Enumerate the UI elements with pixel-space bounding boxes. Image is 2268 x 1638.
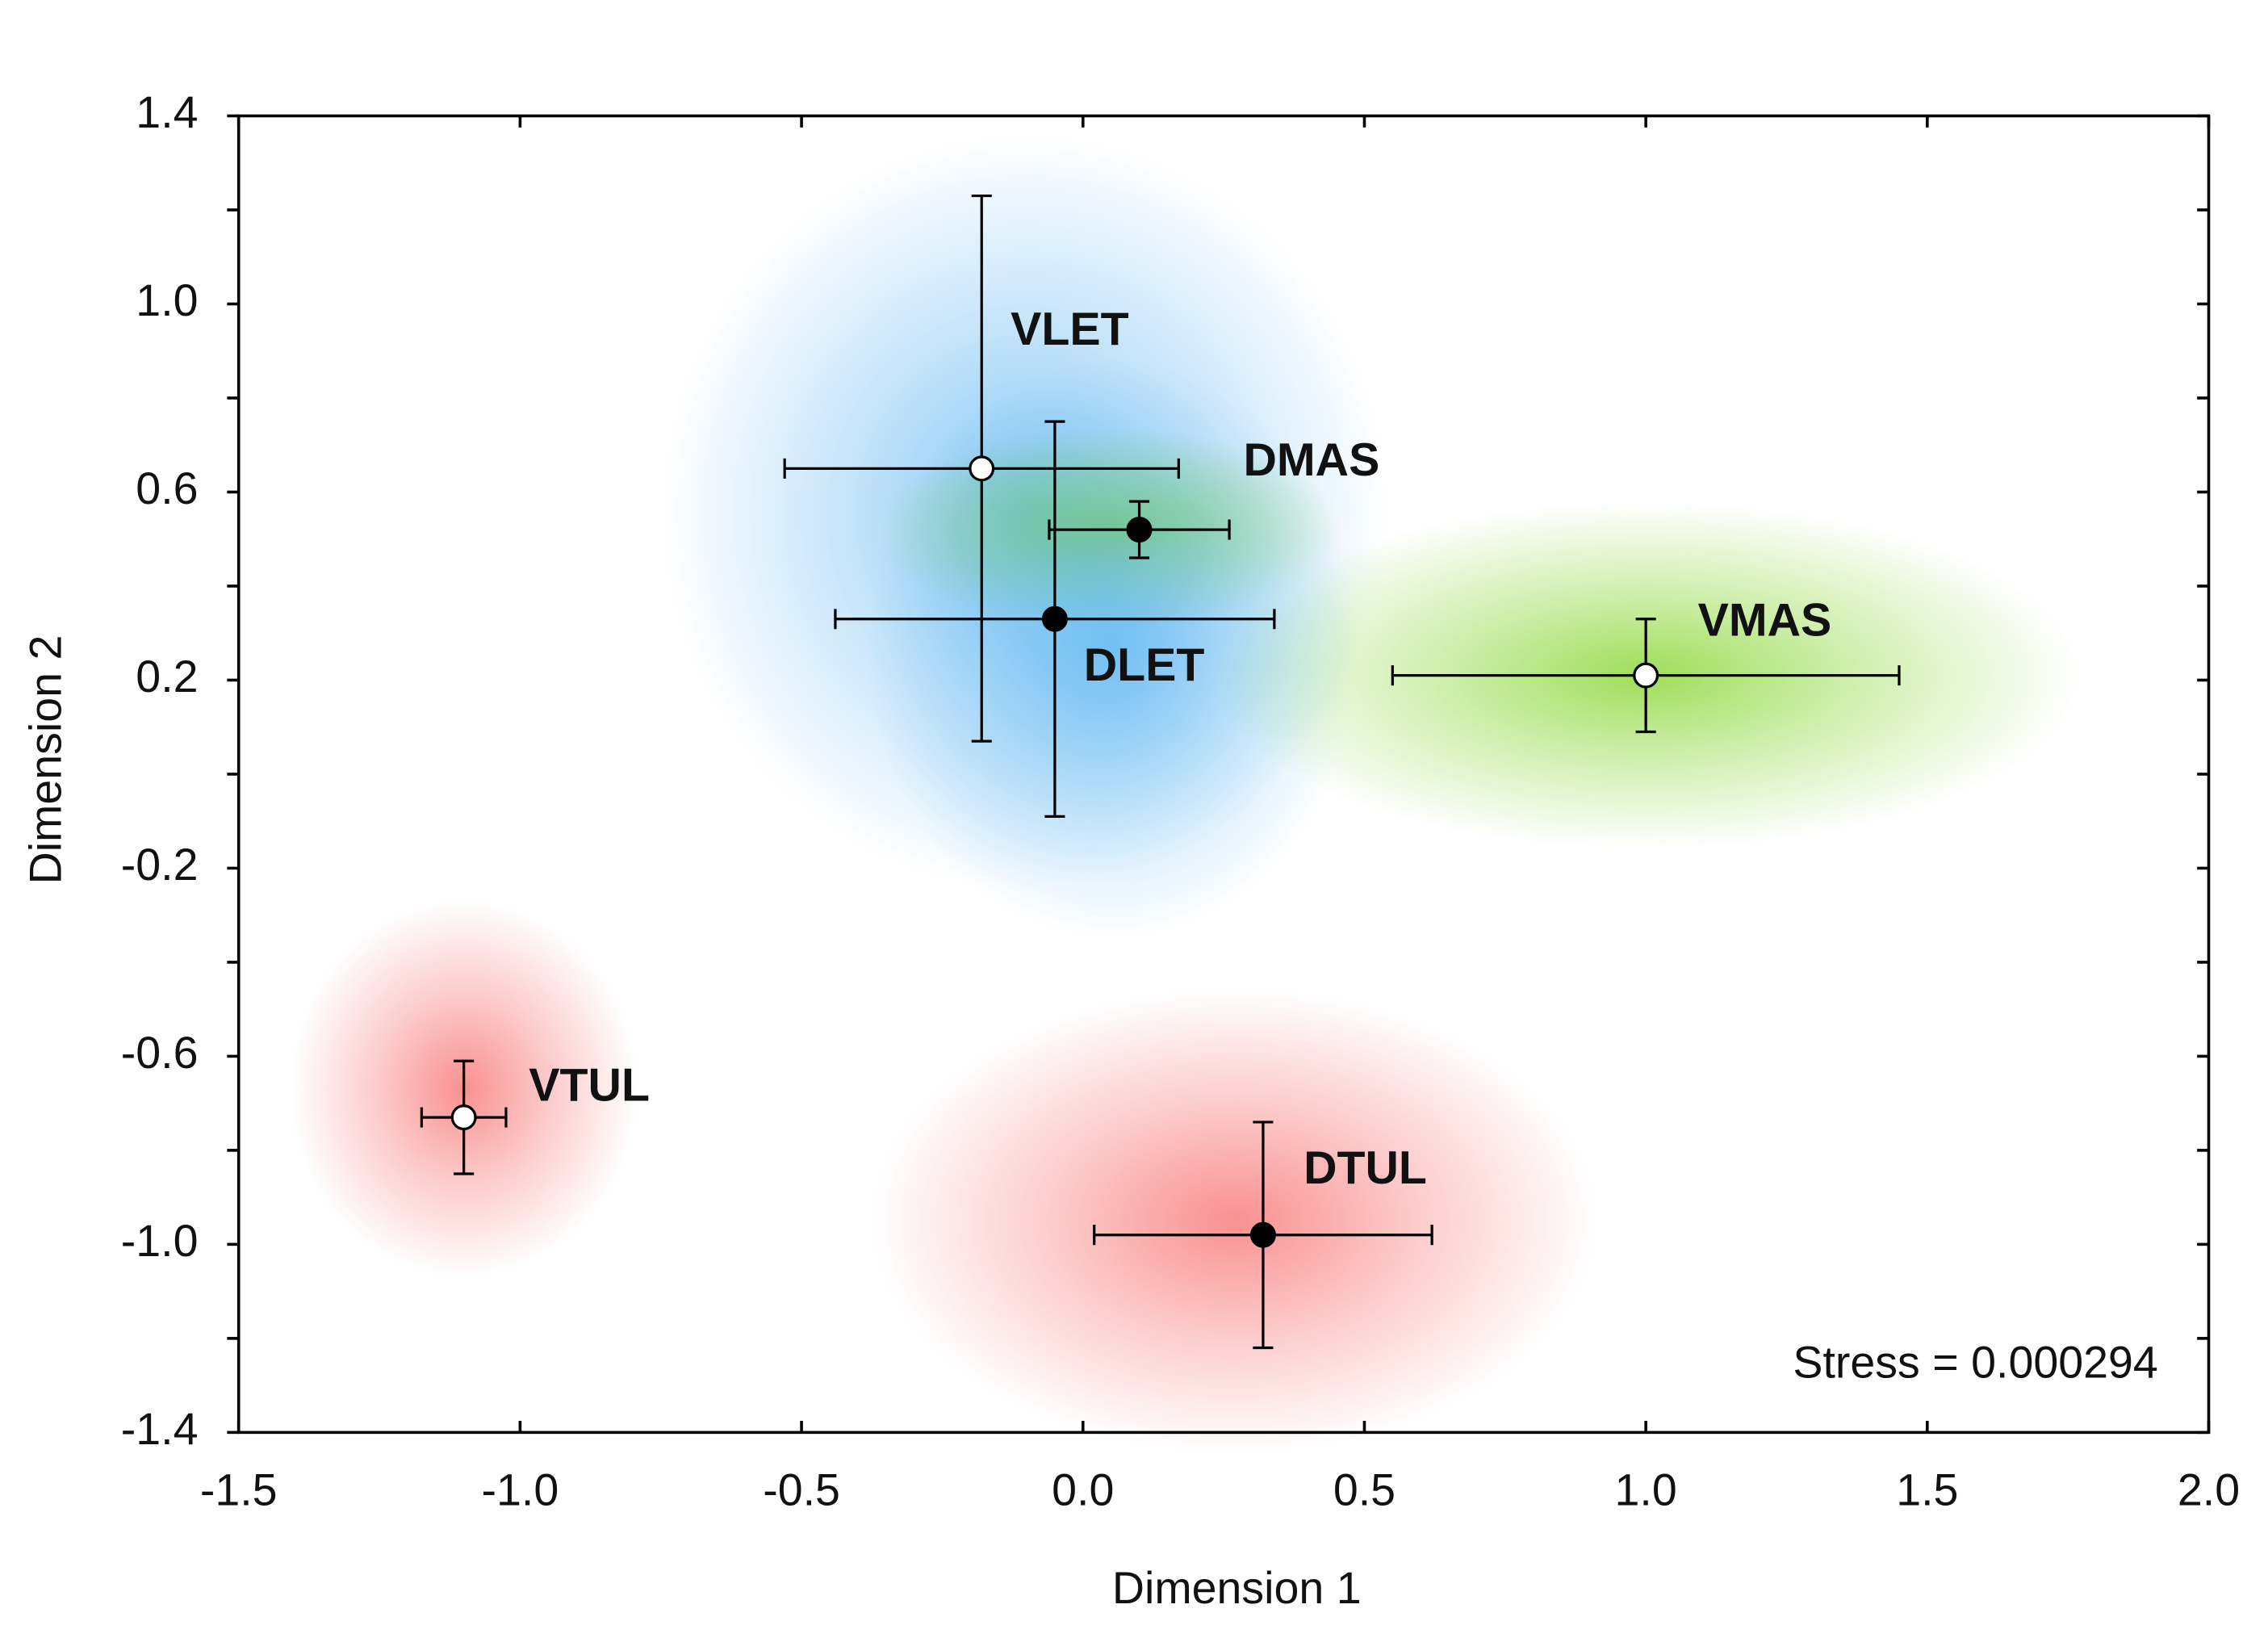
y-tick-label: -0.6 <box>121 1028 199 1078</box>
annotation: Stress = 0.000294 <box>1793 1338 2157 1388</box>
y-tick-label: 0.2 <box>136 651 198 702</box>
point-label: DTUL <box>1303 1142 1427 1194</box>
point-label: VLET <box>1011 304 1129 355</box>
x-axis-label: Dimension 1 <box>1112 1563 1362 1613</box>
point-label: DMAS <box>1244 434 1380 486</box>
glow <box>866 358 1359 938</box>
point <box>1249 1221 1276 1248</box>
y-tick-label: 0.6 <box>136 463 198 513</box>
point <box>1041 605 1068 632</box>
y-tick-label: 1.0 <box>136 275 198 325</box>
x-tick-label: -1.5 <box>200 1464 278 1514</box>
y-tick-label: -1.0 <box>121 1216 199 1266</box>
point <box>1633 662 1659 689</box>
x-tick-label: -1.0 <box>482 1464 559 1514</box>
x-tick-label: 2.0 <box>2178 1464 2240 1514</box>
point <box>969 455 995 482</box>
point <box>1126 517 1153 543</box>
glow <box>872 989 1596 1452</box>
point <box>450 1104 477 1131</box>
x-tick-label: 1.5 <box>1896 1464 1958 1514</box>
x-tick-label: 0.5 <box>1333 1464 1396 1514</box>
x-tick-label: 1.0 <box>1615 1464 1677 1514</box>
y-axis-label: Dimension 2 <box>21 635 71 885</box>
x-tick-label: -0.5 <box>763 1464 840 1514</box>
y-tick-label: -0.2 <box>121 840 199 890</box>
y-tick-label: -1.4 <box>121 1404 199 1454</box>
point-label: VMAS <box>1698 594 1832 646</box>
y-tick-label: 1.4 <box>136 87 198 137</box>
x-tick-label: 0.0 <box>1052 1464 1114 1514</box>
point-label: VTUL <box>529 1059 650 1111</box>
glow-layer <box>290 136 2080 1452</box>
point-label: DLET <box>1084 639 1205 691</box>
